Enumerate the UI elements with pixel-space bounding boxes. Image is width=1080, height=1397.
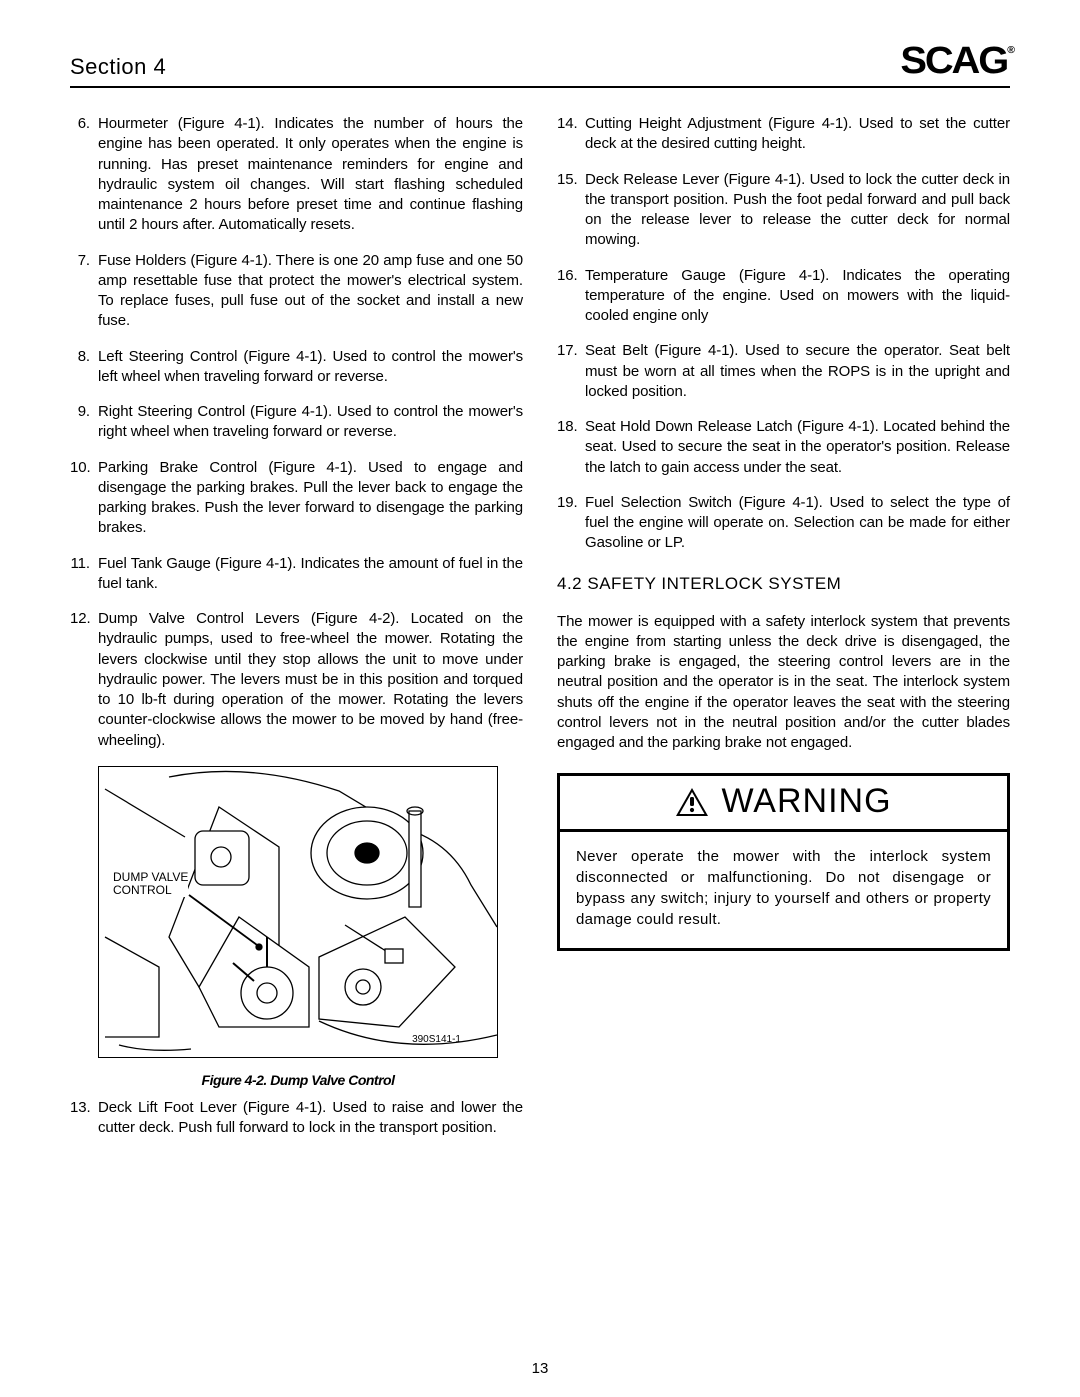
item-text: Fuel Tank Gauge (Figure 4-1). Indicates … xyxy=(98,554,523,595)
item-text: Cutting Height Adjustment (Figure 4-1). … xyxy=(585,114,1010,155)
item-number: 15. xyxy=(557,170,585,251)
two-column-layout: 6.Hourmeter (Figure 4-1). Indicates the … xyxy=(70,114,1010,1153)
item-text: Seat Hold Down Release Latch (Figure 4-1… xyxy=(585,417,1010,478)
figure-caption: Figure 4-2. Dump Valve Control xyxy=(98,1072,498,1088)
section-title: Section 4 xyxy=(70,54,166,80)
page-header: Section 4 SCAG® xyxy=(70,42,1010,88)
left-column: 6.Hourmeter (Figure 4-1). Indicates the … xyxy=(70,114,523,1153)
list-item: 6.Hourmeter (Figure 4-1). Indicates the … xyxy=(70,114,523,236)
list-item: 9.Right Steering Control (Figure 4-1). U… xyxy=(70,402,523,443)
list-item: 11.Fuel Tank Gauge (Figure 4-1). Indicat… xyxy=(70,554,523,595)
item-number: 10. xyxy=(70,458,98,539)
item-text: Fuel Selection Switch (Figure 4-1). Used… xyxy=(585,493,1010,554)
item-text: Parking Brake Control (Figure 4-1). Used… xyxy=(98,458,523,539)
scag-logo: SCAG® xyxy=(900,42,1013,80)
warning-title-text: WARNING xyxy=(721,782,891,821)
item-text: Hourmeter (Figure 4-1). Indicates the nu… xyxy=(98,114,523,236)
left-item-list-after-figure: 13.Deck Lift Foot Lever (Figure 4-1). Us… xyxy=(70,1098,523,1139)
list-item: 19.Fuel Selection Switch (Figure 4-1). U… xyxy=(557,493,1010,554)
item-text: Left Steering Control (Figure 4-1). Used… xyxy=(98,347,523,388)
list-item: 13.Deck Lift Foot Lever (Figure 4-1). Us… xyxy=(70,1098,523,1139)
item-number: 16. xyxy=(557,266,585,327)
item-text: Deck Lift Foot Lever (Figure 4-1). Used … xyxy=(98,1098,523,1139)
item-text: Deck Release Lever (Figure 4-1). Used to… xyxy=(585,170,1010,251)
left-item-list: 6.Hourmeter (Figure 4-1). Indicates the … xyxy=(70,114,523,751)
warning-heading: WARNING xyxy=(560,776,1007,832)
figure-callout-label: DUMP VALVECONTROL xyxy=(113,871,188,897)
item-text: Dump Valve Control Levers (Figure 4-2). … xyxy=(98,609,523,751)
figure-part-number: 390S141-1 xyxy=(412,1034,461,1045)
item-number: 8. xyxy=(70,347,98,388)
page-number: 13 xyxy=(0,1360,1080,1377)
list-item: 18.Seat Hold Down Release Latch (Figure … xyxy=(557,417,1010,478)
dump-valve-illustration xyxy=(99,767,498,1058)
item-text: Right Steering Control (Figure 4-1). Use… xyxy=(98,402,523,443)
item-number: 18. xyxy=(557,417,585,478)
list-item: 17.Seat Belt (Figure 4-1). Used to secur… xyxy=(557,341,1010,402)
figure-image: DUMP VALVECONTROL 390S141-1 xyxy=(98,766,498,1058)
item-number: 7. xyxy=(70,251,98,332)
right-item-list: 14.Cutting Height Adjustment (Figure 4-1… xyxy=(557,114,1010,554)
warning-box: WARNING Never operate the mower with the… xyxy=(557,773,1010,951)
item-number: 19. xyxy=(557,493,585,554)
item-number: 6. xyxy=(70,114,98,236)
item-number: 11. xyxy=(70,554,98,595)
warning-triangle-icon xyxy=(675,787,709,817)
figure-4-2: DUMP VALVECONTROL 390S141-1 Figure 4-2. … xyxy=(98,766,498,1088)
subheading-4-2: 4.2 SAFETY INTERLOCK SYSTEM xyxy=(557,574,1010,594)
list-item: 8.Left Steering Control (Figure 4-1). Us… xyxy=(70,347,523,388)
item-number: 12. xyxy=(70,609,98,751)
right-column: 14.Cutting Height Adjustment (Figure 4-1… xyxy=(557,114,1010,1153)
item-number: 13. xyxy=(70,1098,98,1139)
item-text: Seat Belt (Figure 4-1). Used to secure t… xyxy=(585,341,1010,402)
interlock-paragraph: The mower is equipped with a safety inte… xyxy=(557,612,1010,754)
item-text: Fuse Holders (Figure 4-1). There is one … xyxy=(98,251,523,332)
warning-body-text: Never operate the mower with the interlo… xyxy=(560,832,1007,948)
list-item: 15.Deck Release Lever (Figure 4-1). Used… xyxy=(557,170,1010,251)
item-number: 17. xyxy=(557,341,585,402)
list-item: 12.Dump Valve Control Levers (Figure 4-2… xyxy=(70,609,523,751)
item-number: 9. xyxy=(70,402,98,443)
list-item: 10.Parking Brake Control (Figure 4-1). U… xyxy=(70,458,523,539)
list-item: 16.Temperature Gauge (Figure 4-1). Indic… xyxy=(557,266,1010,327)
item-text: Temperature Gauge (Figure 4-1). Indicate… xyxy=(585,266,1010,327)
list-item: 7.Fuse Holders (Figure 4-1). There is on… xyxy=(70,251,523,332)
list-item: 14.Cutting Height Adjustment (Figure 4-1… xyxy=(557,114,1010,155)
item-number: 14. xyxy=(557,114,585,155)
